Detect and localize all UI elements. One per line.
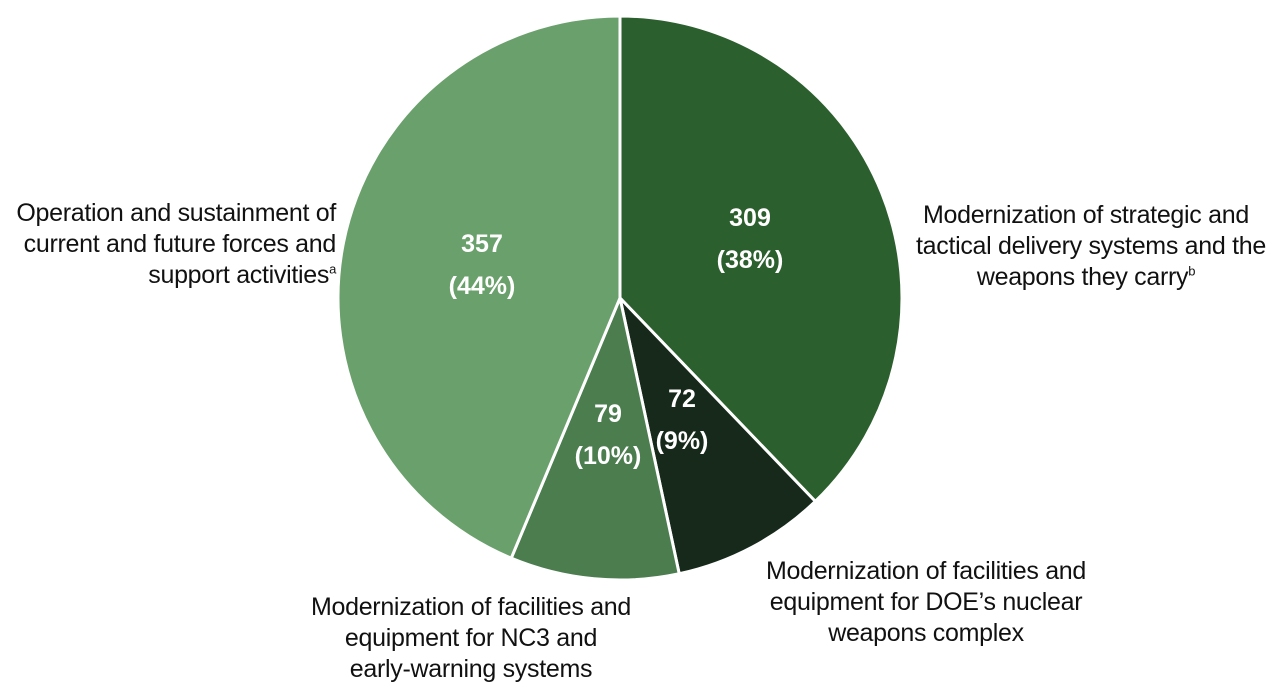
label-nc3-systems: Modernization of facilities and equipmen… [296, 592, 646, 685]
value-label-operation-sustainment: 357 [461, 230, 503, 258]
percent-label-doe-weapons-complex: (9%) [656, 427, 709, 455]
label-delivery-systems: Modernization of strategic and tactical … [916, 200, 1266, 293]
percent-label-operation-sustainment: (44%) [449, 272, 516, 300]
footnote-a: a [329, 261, 336, 277]
label-delivery-line-3: weapons they carry [976, 263, 1189, 291]
label-delivery-line-2: tactical delivery systems and the [916, 232, 1266, 260]
label-doe-line-3: weapons complex [828, 619, 1024, 647]
label-nc3-line-1: Modernization of facilities and [310, 593, 632, 621]
value-label-doe-weapons-complex: 72 [668, 385, 696, 413]
label-nc3-line-2: equipment for NC3 and [344, 624, 598, 652]
label-operation-sustainment: Operation and sustainment of current and… [0, 198, 336, 291]
label-operation-line-1: Operation and sustainment of [16, 199, 336, 227]
label-operation-line-2: current and future forces and [23, 230, 337, 258]
value-label-delivery-systems: 309 [729, 204, 771, 232]
label-operation-line-3: support activities [148, 261, 330, 289]
label-doe-line-2: equipment for DOE’s nuclear [769, 588, 1083, 616]
label-nc3-line-3: early-warning systems [349, 655, 593, 683]
label-doe-line-1: Modernization of facilities and [765, 557, 1087, 585]
pie-slice-operation-sustainment [336, 14, 622, 560]
label-doe-weapons-complex: Modernization of facilities and equipmen… [756, 556, 1096, 649]
percent-label-nc3-systems: (10%) [575, 442, 642, 470]
pie-slice-doe-weapons-complex [618, 296, 817, 576]
footnote-b: b [1188, 263, 1196, 279]
pie-slice-nc3-systems [509, 296, 681, 582]
pie-slice-delivery-systems [618, 14, 904, 503]
percent-label-delivery-systems: (38%) [717, 246, 784, 274]
value-label-nc3-systems: 79 [594, 400, 622, 428]
label-delivery-line-1: Modernization of strategic and [923, 201, 1249, 229]
